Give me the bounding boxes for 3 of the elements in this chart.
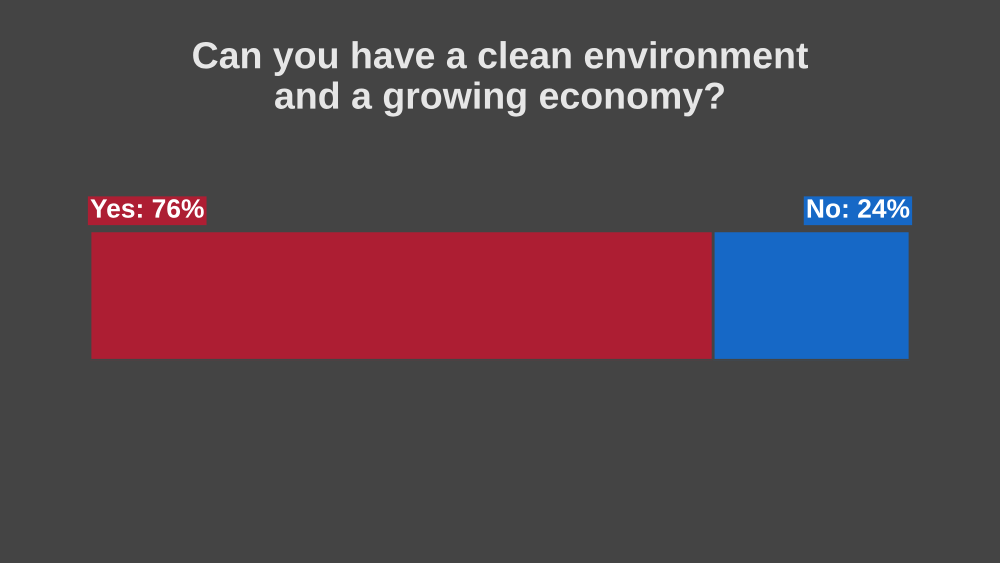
chart-title: Can you have a clean environment and a growing economy? (193, 41, 808, 117)
data-label: Yes: 76% (90, 199, 204, 218)
data-label: No: 24% (808, 199, 910, 218)
